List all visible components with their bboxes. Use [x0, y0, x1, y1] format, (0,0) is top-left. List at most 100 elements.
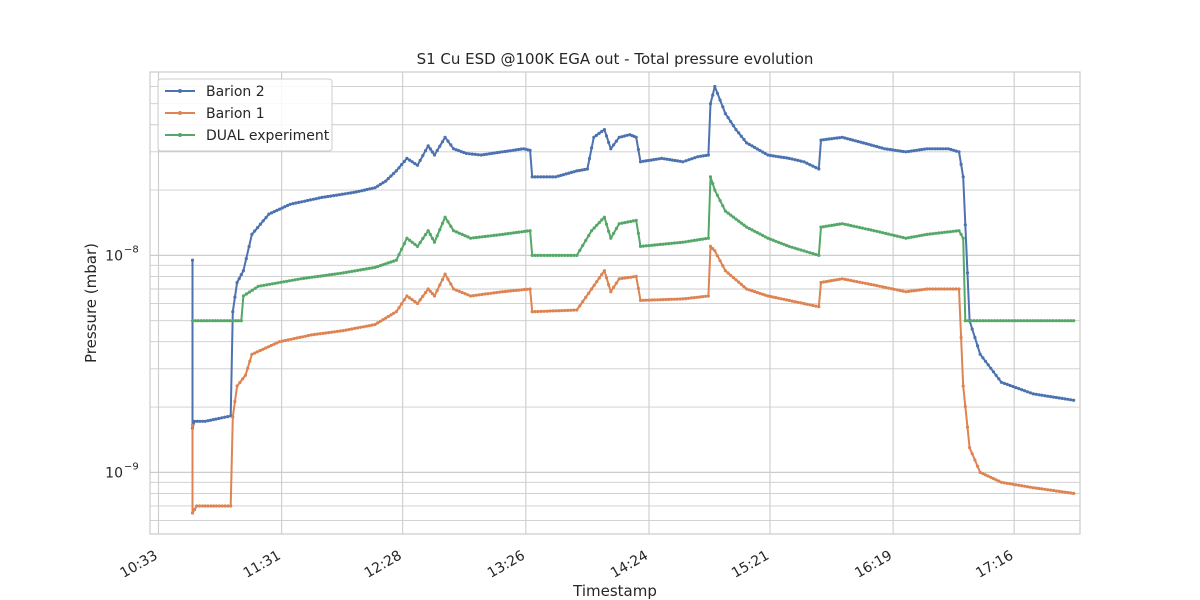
data-point — [644, 244, 648, 248]
data-point — [799, 159, 803, 163]
data-point — [718, 259, 722, 263]
data-point — [895, 288, 899, 292]
data-point — [653, 243, 657, 247]
data-point — [952, 148, 956, 152]
data-point — [525, 229, 529, 233]
data-point — [530, 253, 534, 257]
data-point — [893, 148, 897, 152]
data-point — [805, 302, 809, 306]
data-point — [330, 272, 334, 277]
data-point — [948, 287, 952, 291]
data-point — [471, 294, 476, 298]
data-point — [268, 282, 272, 286]
data-point — [750, 289, 754, 293]
data-point — [963, 319, 967, 323]
data-point — [747, 288, 751, 292]
data-point — [993, 319, 997, 323]
data-point — [729, 213, 733, 217]
data-point — [426, 229, 430, 233]
data-point — [503, 289, 507, 294]
data-point — [1025, 319, 1029, 323]
data-point — [1016, 319, 1020, 323]
data-point — [731, 124, 736, 128]
data-point — [976, 464, 980, 468]
data-point — [556, 174, 560, 178]
data-point — [687, 239, 691, 243]
data-point — [545, 253, 549, 257]
data-point — [265, 283, 269, 287]
data-point — [852, 279, 856, 283]
data-point — [704, 294, 708, 298]
data-point — [1051, 395, 1056, 399]
data-point — [1031, 319, 1035, 323]
data-point — [572, 308, 576, 312]
data-point — [241, 294, 245, 298]
data-point — [701, 154, 705, 158]
data-point — [378, 264, 382, 268]
data-point — [729, 273, 733, 277]
data-point — [758, 291, 762, 295]
data-point — [1011, 384, 1015, 389]
data-point — [706, 153, 711, 157]
data-point — [557, 309, 561, 313]
data-point — [771, 295, 775, 299]
data-point — [418, 158, 422, 162]
data-point — [626, 220, 630, 224]
data-point — [658, 298, 662, 302]
data-point — [561, 173, 566, 177]
data-point — [353, 269, 357, 273]
data-point — [614, 226, 619, 231]
data-point — [315, 332, 319, 336]
data-point — [863, 227, 868, 231]
data-point — [365, 187, 369, 192]
legend-label-dual-experiment: DUAL experiment — [206, 128, 330, 144]
data-point — [914, 234, 919, 238]
data-point — [208, 418, 213, 422]
data-point — [233, 295, 237, 299]
data-point — [984, 319, 988, 323]
data-point — [443, 272, 447, 276]
data-point — [237, 277, 241, 281]
data-point — [975, 319, 979, 323]
data-point — [799, 301, 803, 305]
data-point — [438, 283, 442, 287]
data-point — [917, 288, 921, 292]
data-point — [1002, 381, 1006, 385]
series-markers-dual-experiment — [190, 175, 1076, 323]
data-point — [373, 186, 377, 190]
data-point — [739, 134, 743, 138]
data-point — [1057, 396, 1061, 400]
data-point — [235, 280, 239, 285]
data-point — [533, 175, 537, 179]
data-point — [539, 253, 543, 257]
data-point — [449, 143, 453, 147]
data-point — [347, 270, 351, 274]
data-point — [936, 147, 940, 151]
data-point — [466, 235, 470, 239]
data-point — [438, 144, 442, 148]
data-point — [941, 147, 945, 151]
data-point — [347, 327, 351, 332]
data-point — [350, 327, 354, 331]
data-point — [1020, 484, 1024, 488]
data-point — [506, 289, 510, 293]
legend-box — [157, 78, 333, 152]
data-point — [350, 269, 354, 273]
data-point — [335, 329, 339, 333]
data-point — [1011, 482, 1015, 486]
data-point — [922, 233, 927, 237]
data-point — [1020, 388, 1024, 392]
data-point — [961, 384, 965, 388]
data-point — [477, 293, 481, 297]
data-point — [492, 291, 496, 295]
data-point — [889, 233, 894, 237]
data-point — [872, 283, 876, 287]
data-point — [285, 279, 289, 283]
data-point — [1034, 319, 1038, 323]
data-point — [376, 321, 380, 325]
data-point — [684, 240, 688, 244]
data-point — [428, 289, 432, 293]
data-point — [302, 276, 306, 280]
data-point — [670, 241, 674, 245]
data-point — [922, 147, 927, 151]
